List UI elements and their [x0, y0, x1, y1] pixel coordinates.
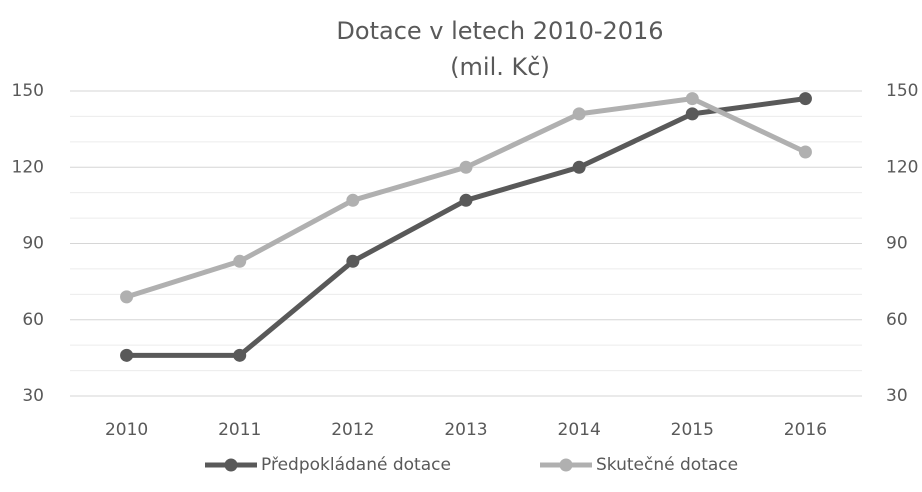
legend-swatch-marker — [224, 458, 238, 472]
series-marker — [572, 107, 586, 121]
legend-swatch-marker — [559, 458, 573, 472]
series-marker — [459, 193, 473, 207]
x-tick-label: 2015 — [671, 420, 714, 440]
series-marker — [120, 290, 134, 304]
series-line — [126, 96, 806, 358]
x-tick-label: 2013 — [444, 420, 487, 440]
y2-tick-label: 90 — [886, 234, 908, 254]
legend-label: Skutečné dotace — [596, 455, 738, 475]
y-tick-label: 90 — [22, 234, 44, 254]
series-marker — [685, 92, 699, 106]
y2-tick-label: 120 — [886, 157, 918, 177]
y-tick-label: 60 — [22, 310, 44, 330]
x-tick-label: 2011 — [218, 420, 261, 440]
series-marker — [233, 254, 247, 268]
series-marker — [459, 160, 473, 174]
x-tick-label: 2012 — [331, 420, 374, 440]
series-marker — [346, 254, 360, 268]
legend-label: Předpokládané dotace — [261, 455, 451, 475]
series-marker — [685, 107, 699, 121]
series-marker — [572, 160, 586, 174]
chart-subtitle: (mil. Kč) — [450, 53, 550, 81]
y2-tick-label: 30 — [886, 386, 908, 406]
chart-title: Dotace v letech 2010-2016 — [336, 17, 663, 45]
x-tick-label: 2010 — [105, 420, 148, 440]
y-tick-label: 30 — [22, 386, 44, 406]
y-tick-label: 150 — [12, 81, 44, 101]
y2-tick-label: 60 — [886, 310, 908, 330]
series-marker — [798, 92, 812, 106]
series-marker — [233, 348, 247, 362]
x-tick-label: 2014 — [558, 420, 601, 440]
y2-tick-label: 150 — [886, 81, 918, 101]
series-marker — [798, 145, 812, 159]
x-tick-label: 2016 — [784, 420, 827, 440]
series-marker — [346, 193, 360, 207]
series-marker — [120, 348, 134, 362]
y-tick-label: 120 — [12, 157, 44, 177]
